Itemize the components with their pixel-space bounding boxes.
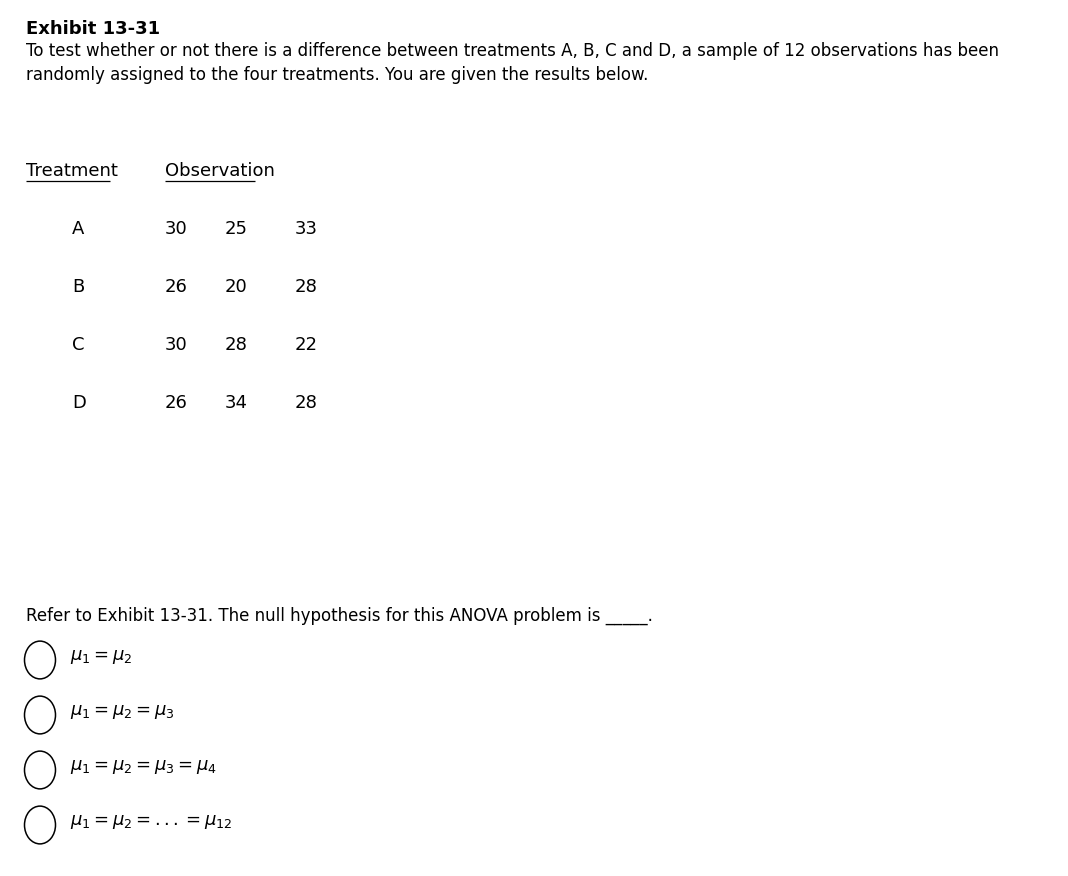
Text: 30: 30 (164, 220, 188, 238)
Text: 28: 28 (295, 278, 318, 296)
Text: $\mu_1 = \mu_2 = ... = \mu_{12}$: $\mu_1 = \mu_2 = ... = \mu_{12}$ (70, 813, 233, 831)
Text: Refer to Exhibit 13-31. The null hypothesis for this ANOVA problem is _____.: Refer to Exhibit 13-31. The null hypothe… (26, 607, 653, 625)
Text: 30: 30 (164, 336, 188, 354)
Text: A: A (72, 220, 84, 238)
Text: To test whether or not there is a difference between treatments A, B, C and D, a: To test whether or not there is a differ… (26, 42, 999, 60)
Text: $\mu_1 = \mu_2 = \mu_3$: $\mu_1 = \mu_2 = \mu_3$ (70, 703, 175, 721)
Text: Observation: Observation (164, 162, 274, 180)
Text: Exhibit 13-31: Exhibit 13-31 (26, 20, 160, 38)
Text: Treatment: Treatment (26, 162, 117, 180)
Text: 28: 28 (295, 394, 318, 412)
Text: 20: 20 (225, 278, 248, 296)
Text: 25: 25 (225, 220, 248, 238)
Text: C: C (72, 336, 84, 354)
Text: 22: 22 (295, 336, 318, 354)
Text: B: B (72, 278, 84, 296)
Text: $\mu_1 = \mu_2 = \mu_3 = \mu_4$: $\mu_1 = \mu_2 = \mu_3 = \mu_4$ (70, 758, 217, 776)
Text: 26: 26 (164, 278, 188, 296)
Text: 33: 33 (295, 220, 318, 238)
Text: 28: 28 (225, 336, 248, 354)
Text: randomly assigned to the four treatments. You are given the results below.: randomly assigned to the four treatments… (26, 66, 648, 84)
Text: D: D (72, 394, 85, 412)
Text: $\mu_1 = \mu_2$: $\mu_1 = \mu_2$ (70, 648, 132, 666)
Text: 26: 26 (164, 394, 188, 412)
Text: 34: 34 (225, 394, 248, 412)
